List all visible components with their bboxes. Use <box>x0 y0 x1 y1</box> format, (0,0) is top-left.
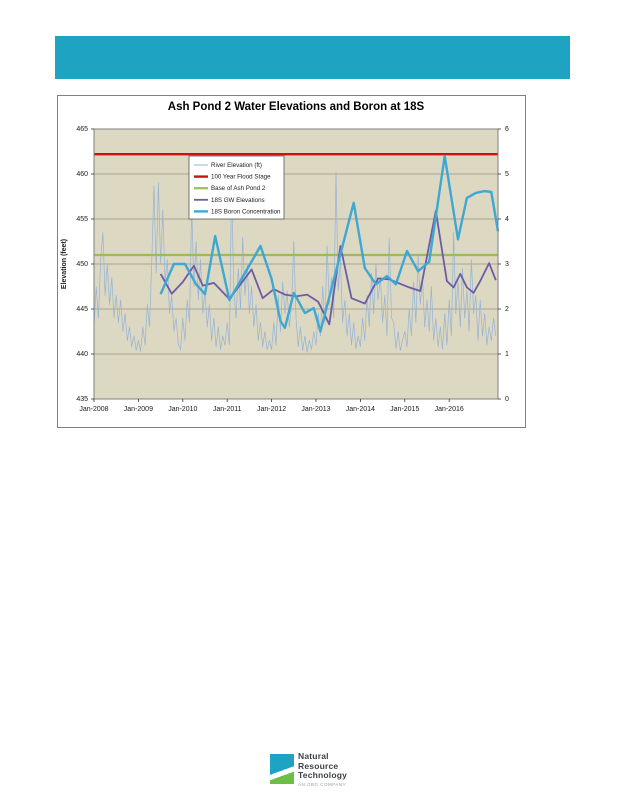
svg-text:Jan-2016: Jan-2016 <box>435 406 464 413</box>
logo-mark-icon <box>270 754 294 784</box>
legend: River Elevation (ft) 100 Year Flood Stage… <box>188 155 285 220</box>
svg-text:5: 5 <box>505 171 509 178</box>
svg-text:440: 440 <box>76 351 88 358</box>
legend-label-4: 18S Boron Concentration <box>211 208 281 215</box>
logo: Natural Resource Technology AN OBG COMPA… <box>270 751 348 787</box>
logo-text: Natural Resource Technology AN OBG COMPA… <box>298 751 348 787</box>
x-axis: Jan-2008 Jan-2009 Jan-2010 Jan-2011 Jan-2012… <box>79 399 464 413</box>
logo-tagline: AN OBG COMPANY <box>298 781 347 787</box>
gridlines <box>94 173 498 355</box>
svg-text:Jan-2013: Jan-2013 <box>301 406 330 413</box>
left-axis: 465 460 455 450 445 440 435 <box>76 126 94 403</box>
logo-line2: Resource <box>298 760 339 771</box>
svg-text:3: 3 <box>505 261 509 268</box>
svg-text:Jan-2010: Jan-2010 <box>168 406 197 413</box>
svg-text:4: 4 <box>505 216 509 223</box>
svg-text:Jan-2014: Jan-2014 <box>346 406 375 413</box>
legend-label-0: River Elevation (ft) <box>211 162 262 169</box>
legend-label-2: Base of Ash Pond 2 <box>211 185 266 192</box>
chart-figure: Ash Pond 2 Water Elevations and Boron at… <box>57 95 526 428</box>
legend-label-3: 18S GW Elevations <box>211 197 265 204</box>
svg-text:445: 445 <box>76 306 88 313</box>
chart-title: Ash Pond 2 Water Elevations and Boron at… <box>167 101 425 113</box>
svg-text:2: 2 <box>505 306 509 313</box>
top-banner <box>55 36 570 79</box>
svg-text:Jan-2015: Jan-2015 <box>390 406 419 413</box>
svg-text:Jan-2012: Jan-2012 <box>257 406 286 413</box>
right-axis: 6 5 4 3 2 1 0 <box>498 126 509 403</box>
svg-text:6: 6 <box>505 126 509 133</box>
series-3 <box>159 210 497 326</box>
svg-text:Jan-2011: Jan-2011 <box>213 406 242 413</box>
svg-text:Jan-2009: Jan-2009 <box>124 406 153 413</box>
svg-text:460: 460 <box>76 171 88 178</box>
svg-text:0: 0 <box>505 396 509 403</box>
svg-text:465: 465 <box>76 126 88 133</box>
series-4 <box>159 154 500 333</box>
svg-text:455: 455 <box>76 216 88 223</box>
svg-text:Jan-2008: Jan-2008 <box>79 406 108 413</box>
svg-text:435: 435 <box>76 396 88 403</box>
svg-text:1: 1 <box>505 351 509 358</box>
logo-line3: Technology <box>298 770 348 780</box>
logo-line1: Natural <box>298 751 329 761</box>
legend-label-1: 100 Year Flood Stage <box>211 174 271 181</box>
svg-text:450: 450 <box>76 261 88 268</box>
y-axis-title: Elevation (feet) <box>61 239 68 289</box>
